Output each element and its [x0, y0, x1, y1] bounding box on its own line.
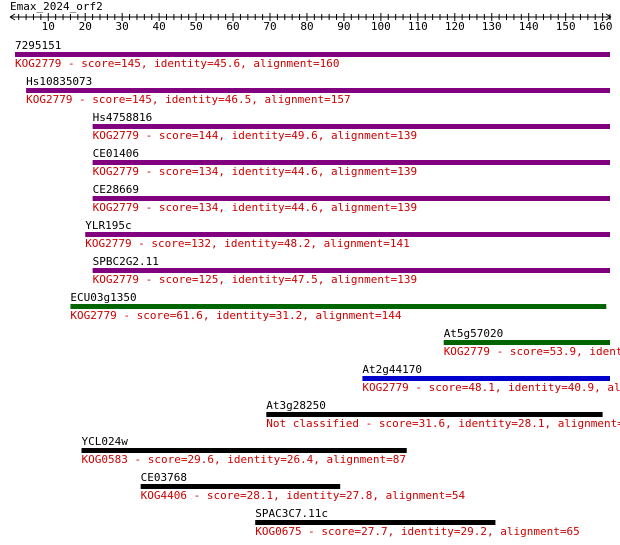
hit-bar[interactable]: [362, 376, 610, 381]
hit-info: KOG2779 - score=132, identity=48.2, alig…: [85, 237, 410, 250]
hit-name[interactable]: YLR195c: [85, 219, 131, 232]
ruler-tick-label: 50: [189, 20, 202, 33]
hit-name[interactable]: ECU03g1350: [70, 291, 136, 304]
hit-name[interactable]: Hs10835073: [26, 75, 92, 88]
hit-bar[interactable]: [81, 448, 407, 453]
hit-row: At2g44170 KOG2779 - score=48.1, identity=…: [362, 363, 620, 394]
hit-bar[interactable]: [85, 232, 610, 237]
hit-row: At5g57020 KOG2779 - score=53.9, identit: [443, 327, 620, 358]
hit-info: KOG2779 - score=125, identity=47.5, alig…: [93, 273, 418, 286]
ruler-tick-label: 130: [482, 20, 502, 33]
hit-info: KOG4406 - score=28.1, identity=27.8, ali…: [141, 489, 466, 502]
ruler-tick-label: 150: [556, 20, 576, 33]
hit-name[interactable]: 7295151: [15, 39, 61, 52]
hit-bar[interactable]: [140, 484, 341, 489]
ruler-tick-label: 10: [42, 20, 55, 33]
hit-name[interactable]: SPAC3C7.11c: [255, 507, 328, 520]
hit-row: CE03768 KOG4406 - score=28.1, identity=27…: [140, 471, 466, 502]
hit-row: ECU03g1350 KOG2779 - score=61.6, identity…: [70, 291, 607, 322]
hit-name[interactable]: CE01406: [93, 147, 139, 160]
ruler-tick-label: 40: [153, 20, 166, 33]
hit-row: At3g28250 Not classified - score=31.6, id…: [266, 399, 620, 430]
hit-row: CE28669 KOG2779 - score=134, identity=44.…: [92, 183, 610, 214]
hit-bar[interactable]: [70, 304, 607, 309]
hit-list: 7295151 KOG2779 - score=145, identity=45.…: [15, 39, 620, 538]
hit-name[interactable]: At3g28250: [266, 399, 326, 412]
hit-name[interactable]: At5g57020: [444, 327, 504, 340]
hit-name[interactable]: CE03768: [141, 471, 187, 484]
hit-info: KOG2779 - score=145, identity=46.5, alig…: [26, 93, 351, 106]
ruler-tick-label: 30: [116, 20, 129, 33]
hit-info: KOG2779 - score=145, identity=45.6, alig…: [15, 57, 340, 70]
hit-name[interactable]: Hs4758816: [93, 111, 153, 124]
ruler: 10 20 30 40 50 60 70 80 90 100 110 120 130 140 150 160: [9, 13, 613, 33]
hit-name[interactable]: YCL024w: [82, 435, 129, 448]
ruler-tick-label: 20: [79, 20, 92, 33]
hit-bar[interactable]: [15, 52, 610, 57]
ruler-tick-label: 110: [408, 20, 428, 33]
query-title: Emax_2024_orf2: [10, 0, 103, 13]
hit-bar[interactable]: [92, 124, 610, 129]
hit-info: KOG0583 - score=29.6, identity=26.4, ali…: [82, 453, 407, 466]
ruler-arrow-left: [9, 13, 16, 21]
ruler-tick-label: 60: [226, 20, 239, 33]
hit-info: KOG0675 - score=27.7, identity=29.2, ali…: [255, 525, 580, 538]
ruler-tick-label: 100: [371, 20, 391, 33]
ruler-tick-label: 90: [337, 20, 350, 33]
hit-info: KOG2779 - score=144, identity=49.6, alig…: [93, 129, 418, 142]
hit-row: CE01406 KOG2779 - score=134, identity=44.…: [92, 147, 610, 178]
hit-info: KOG2779 - score=48.1, identity=40.9, ali…: [362, 381, 620, 394]
hit-bar[interactable]: [92, 196, 610, 201]
hit-bar[interactable]: [266, 412, 603, 417]
hit-bar[interactable]: [92, 268, 610, 273]
hit-bar[interactable]: [443, 340, 610, 345]
hit-info: Not classified - score=31.6, identity=28…: [266, 417, 620, 430]
hit-row: YLR195c KOG2779 - score=132, identity=48.…: [85, 219, 610, 250]
hit-name[interactable]: At2g44170: [362, 363, 422, 376]
hit-bar[interactable]: [255, 520, 496, 525]
ruler-tick-label: 160: [593, 20, 613, 33]
hit-name[interactable]: SPBC2G2.11: [93, 255, 159, 268]
ruler-tick-label: 80: [300, 20, 313, 33]
hit-row: Hs4758816 KOG2779 - score=144, identity=4…: [92, 111, 610, 142]
hit-info: KOG2779 - score=134, identity=44.6, alig…: [93, 165, 418, 178]
hit-row: SPBC2G2.11 KOG2779 - score=125, identity=…: [92, 255, 610, 286]
hit-bar[interactable]: [92, 160, 610, 165]
hit-row: Hs10835073 KOG2779 - score=145, identity=…: [26, 75, 610, 106]
hit-bar[interactable]: [26, 88, 610, 93]
hit-row: SPAC3C7.11c KOG0675 - score=27.7, identit…: [255, 507, 580, 538]
ruler-tick-label: 70: [263, 20, 276, 33]
ruler-tick-label: 120: [445, 20, 465, 33]
hit-info: KOG2779 - score=53.9, identit: [444, 345, 620, 358]
hit-info: KOG2779 - score=134, identity=44.6, alig…: [93, 201, 418, 214]
hit-row: YCL024w KOG0583 - score=29.6, identity=26…: [81, 435, 407, 466]
hit-info: KOG2779 - score=61.6, identity=31.2, ali…: [70, 309, 402, 322]
ruler-tick-label: 140: [519, 20, 539, 33]
hit-row: 7295151 KOG2779 - score=145, identity=45.…: [15, 39, 610, 70]
hit-name[interactable]: CE28669: [93, 183, 139, 196]
